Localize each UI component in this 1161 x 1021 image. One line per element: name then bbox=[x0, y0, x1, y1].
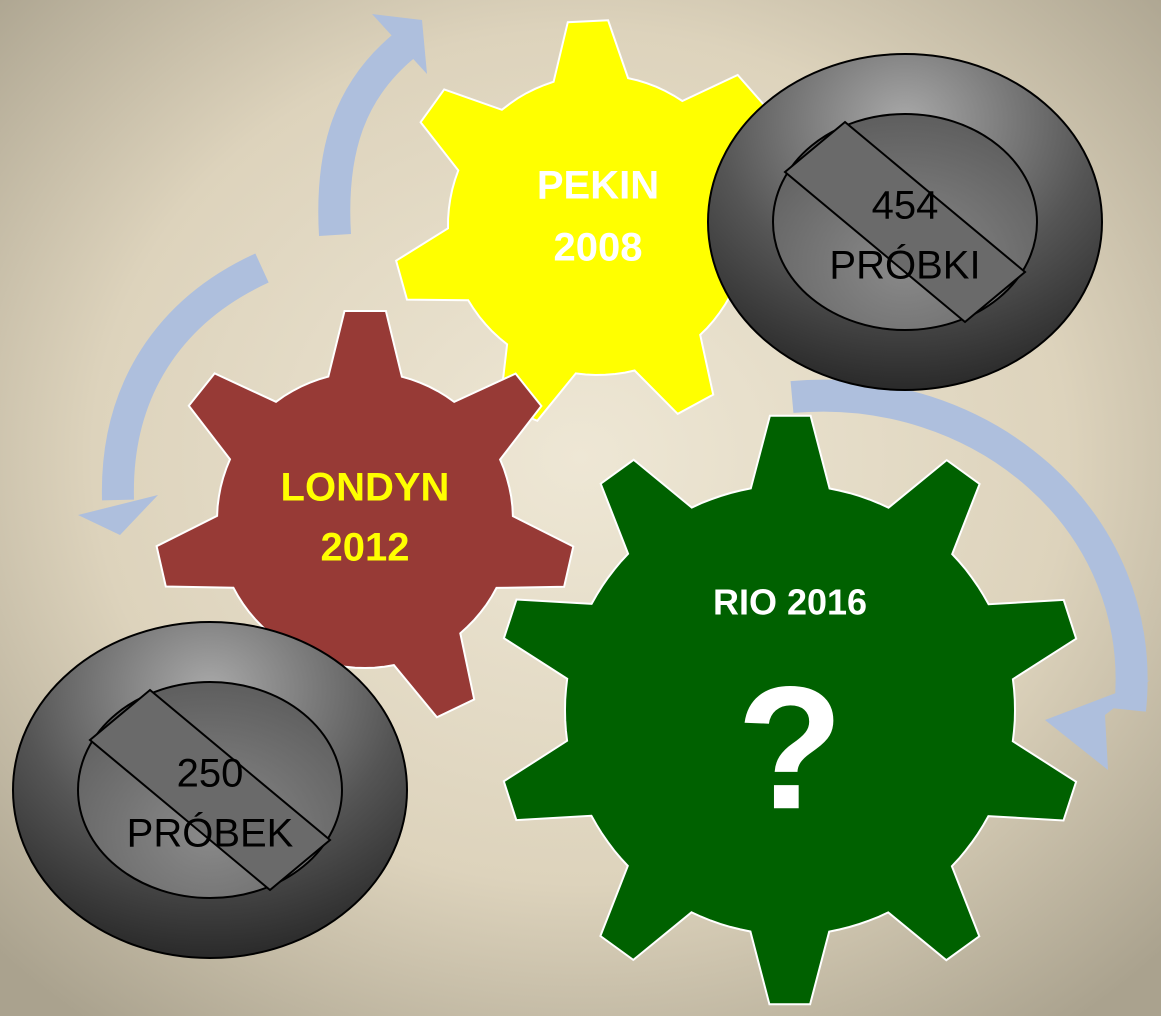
gear bbox=[155, 310, 575, 719]
arrows bbox=[101, 32, 1148, 712]
arrow bbox=[790, 379, 1148, 712]
sign-label: PRÓBEK bbox=[127, 811, 294, 856]
signs bbox=[12, 53, 1103, 959]
gear-label: 2008 bbox=[554, 226, 643, 270]
gear-label: LONDYN bbox=[281, 466, 450, 510]
gear-label: RIO 2016 bbox=[713, 582, 867, 623]
gear bbox=[502, 414, 1078, 1006]
arrow-head bbox=[78, 495, 158, 535]
sign-label: 454 bbox=[872, 184, 939, 228]
gears bbox=[155, 19, 1078, 1006]
arrow bbox=[101, 253, 269, 501]
gear-mark: ? bbox=[737, 651, 844, 846]
sign-bar bbox=[88, 688, 332, 892]
sign-bar bbox=[783, 120, 1027, 324]
labels: PEKIN 2008 LONDYN 2012 RIO 2016? 454 PRÓBKI 250… bbox=[127, 164, 981, 856]
arrow-head bbox=[1045, 680, 1150, 770]
arrow-heads bbox=[78, 14, 1150, 770]
sign-label: 250 bbox=[177, 752, 244, 796]
sign-label: PRÓBKI bbox=[829, 243, 980, 288]
arrow-head bbox=[372, 14, 427, 74]
gear-label: 2012 bbox=[321, 526, 410, 570]
gear bbox=[394, 19, 804, 423]
arrow bbox=[318, 32, 416, 236]
gear-label: PEKIN bbox=[537, 164, 659, 208]
